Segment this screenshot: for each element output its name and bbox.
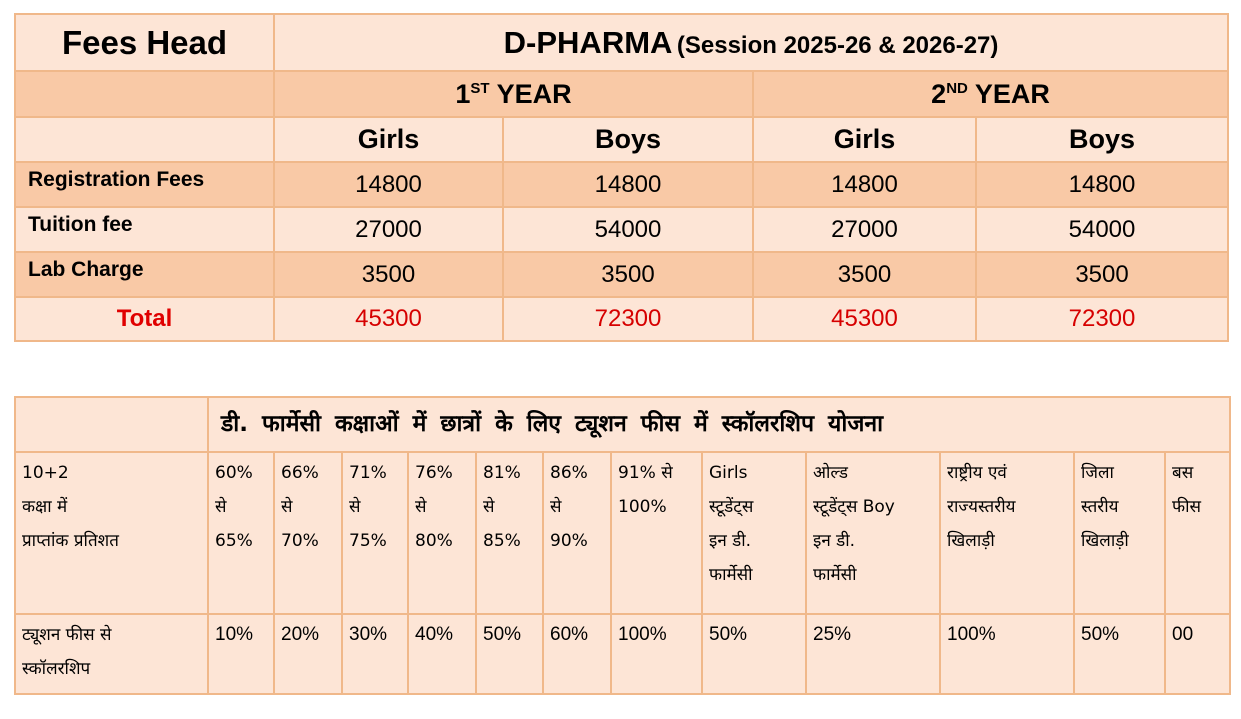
fees-table: Fees Head D-PHARMA (Session 2025-26 & 20… (14, 13, 1230, 342)
criteria-cell: बस फीस (1164, 451, 1231, 615)
fee-value: 27000 (273, 206, 504, 253)
criteria-cell: 66% से 70% (273, 451, 343, 615)
criteria-row-label: 10+2 कक्षा में प्राप्तांक प्रतिशत (14, 451, 209, 615)
table-row: Lab Charge 3500 3500 3500 3500 (14, 251, 1230, 298)
criteria-cell: जिला स्तरीय खिलाड़ी (1073, 451, 1166, 615)
scholarship-value: 20% (273, 613, 343, 695)
criteria-cell: 76% से 80% (407, 451, 477, 615)
fee-value: 14800 (752, 161, 977, 208)
criteria-cell: 60% से 65% (207, 451, 275, 615)
total-value: 45300 (752, 296, 977, 342)
scholarship-value: 25% (805, 613, 941, 695)
fee-value: 3500 (752, 251, 977, 298)
fee-value: 14800 (502, 161, 754, 208)
scholarship-value: 100% (610, 613, 703, 695)
first-year-header: 1ST YEAR (273, 70, 754, 118)
fee-value: 3500 (974, 251, 1230, 298)
fee-value: 3500 (502, 251, 754, 298)
criteria-cell: 71% से 75% (341, 451, 409, 615)
scholarship-value: 10% (207, 613, 275, 695)
scholarship-value: 50% (701, 613, 807, 695)
scholarship-value: 60% (542, 613, 612, 695)
total-value: 45300 (273, 296, 504, 342)
total-row: Total 45300 72300 45300 72300 (14, 296, 1230, 342)
scholarship-value: 50% (1073, 613, 1166, 695)
empty-cell (14, 396, 209, 453)
fee-value: 27000 (752, 206, 977, 253)
criteria-cell: 81% से 85% (475, 451, 544, 615)
empty-cell (14, 70, 275, 118)
fee-value: 3500 (273, 251, 504, 298)
scholarship-value: 100% (939, 613, 1075, 695)
program-name: D-PHARMA (503, 24, 673, 60)
total-value: 72300 (502, 296, 754, 342)
criteria-cell: Girls स्टूडेंट्स इन डी. फार्मेसी (701, 451, 807, 615)
row-label: Lab Charge (14, 251, 275, 298)
fee-value: 54000 (974, 206, 1230, 253)
criteria-cell: 86% से 90% (542, 451, 612, 615)
gender-header: Boys (502, 116, 754, 163)
total-value: 72300 (974, 296, 1230, 342)
scholarship-table: डी. फार्मेसी कक्षाओं में छात्रों के लिए … (14, 396, 1231, 695)
table-row: Registration Fees 14800 14800 14800 1480… (14, 161, 1230, 208)
scholarship-row-label: ट्यूशन फीस से स्कॉलरशिप (14, 613, 209, 695)
table-row: Tuition fee 27000 54000 27000 54000 (14, 206, 1230, 253)
fee-value: 14800 (974, 161, 1230, 208)
fees-head-header: Fees Head (14, 13, 275, 72)
gender-header: Girls (752, 116, 977, 163)
second-year-header: 2ND YEAR (751, 70, 1230, 118)
gender-header: Boys (974, 116, 1230, 163)
scholarship-value: 40% (407, 613, 477, 695)
scholarship-value: 30% (341, 613, 409, 695)
row-label: Tuition fee (14, 206, 275, 253)
criteria-cell: 91% से 100% (610, 451, 703, 615)
total-label: Total (14, 296, 275, 342)
empty-cell (14, 116, 275, 163)
program-title-cell: D-PHARMA (Session 2025-26 & 2026-27) (272, 13, 1230, 72)
row-label: Registration Fees (14, 161, 275, 208)
fee-value: 54000 (502, 206, 754, 253)
criteria-cell: राष्ट्रीय एवं राज्यस्तरीय खिलाड़ी (939, 451, 1075, 615)
scholarship-value: 50% (475, 613, 544, 695)
scholarship-title: डी. फार्मेसी कक्षाओं में छात्रों के लिए … (207, 396, 1231, 453)
criteria-cell: ओल्ड स्टूडेंट्स Boy इन डी. फार्मेसी (805, 451, 941, 615)
scholarship-value: 00 (1164, 613, 1231, 695)
gender-header: Girls (273, 116, 504, 163)
session-label: (Session 2025-26 & 2026-27) (676, 31, 999, 59)
fee-value: 14800 (273, 161, 504, 208)
